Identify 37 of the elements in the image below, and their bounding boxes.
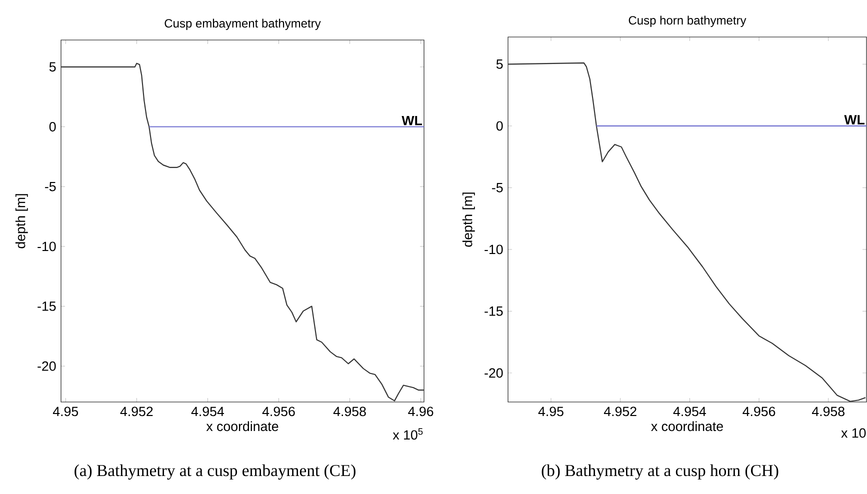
text: x 10$^{5}$: [392, 428, 423, 440]
text: (a) Bathymetry at a cusp embayment (CE): [74, 464, 356, 480]
chart-title: Cusp horn bathymetry: [628, 16, 746, 27]
x-tick-label: 4.95: [538, 406, 564, 416]
x-tick-label: 4.956: [742, 406, 776, 416]
y-tick-label: -10: [38, 242, 56, 252]
x-axis-title: x coordinate: [206, 421, 278, 432]
x-tick-label: 4.956: [262, 406, 295, 416]
y-axis-title: depth [m]: [462, 192, 475, 247]
y-tick-label: -20: [484, 368, 503, 378]
y-tick-label: -20: [38, 361, 56, 371]
text: (b) Bathymetry at a cusp horn (CH): [542, 464, 778, 480]
y-tick-label: -5: [45, 182, 56, 192]
x-axis-title: x coordinate: [651, 421, 723, 432]
x-tick-label: 4.96: [408, 406, 434, 416]
y-axis-title: depth [m]: [15, 194, 28, 248]
y-tick-label: -10: [484, 244, 503, 254]
line-series: [508, 62, 866, 402]
y-tick-label: 0: [49, 122, 56, 132]
series-label: WL: [844, 115, 865, 124]
y-tick-label: -15: [38, 302, 56, 311]
y-tick-label: 5: [496, 60, 503, 69]
x-tick-label: 4.958: [812, 406, 844, 416]
x-tick-label: 4.954: [673, 406, 706, 416]
series-label: WL: [402, 116, 422, 126]
chart-title: Cusp embayment bathymetry: [164, 18, 321, 30]
x-tick-label: 4.952: [604, 406, 636, 416]
line-series: [61, 62, 424, 402]
y-tick-label: 5: [49, 62, 56, 72]
text: x 10: [841, 428, 866, 438]
x-tick-label: 4.95: [52, 406, 78, 416]
y-tick-label: -15: [484, 306, 503, 316]
x-tick-label: 4.958: [333, 406, 366, 416]
x-tick-label: 4.952: [120, 406, 153, 416]
y-tick-label: -5: [492, 183, 503, 192]
x-tick-label: 4.954: [191, 406, 224, 416]
y-tick-label: 0: [496, 121, 503, 131]
